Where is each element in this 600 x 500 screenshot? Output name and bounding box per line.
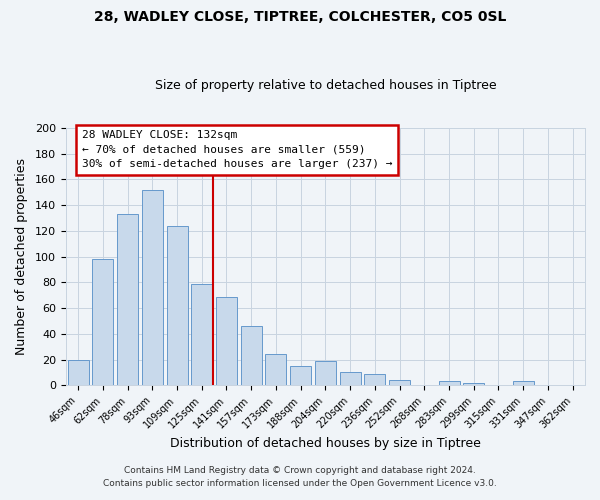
Bar	[68, 360, 89, 386]
Bar	[191, 284, 212, 386]
Bar	[340, 372, 361, 386]
Bar	[290, 366, 311, 386]
Bar	[463, 383, 484, 386]
Bar	[265, 354, 286, 386]
Bar	[167, 226, 188, 386]
Title: Size of property relative to detached houses in Tiptree: Size of property relative to detached ho…	[155, 79, 496, 92]
Bar	[364, 374, 385, 386]
Bar	[216, 296, 237, 386]
Bar	[389, 380, 410, 386]
X-axis label: Distribution of detached houses by size in Tiptree: Distribution of detached houses by size …	[170, 437, 481, 450]
Bar	[117, 214, 138, 386]
Bar	[241, 326, 262, 386]
Y-axis label: Number of detached properties: Number of detached properties	[15, 158, 28, 355]
Bar	[142, 190, 163, 386]
Text: Contains HM Land Registry data © Crown copyright and database right 2024.
Contai: Contains HM Land Registry data © Crown c…	[103, 466, 497, 487]
Bar	[439, 382, 460, 386]
Bar	[315, 361, 336, 386]
Bar	[92, 259, 113, 386]
Text: 28, WADLEY CLOSE, TIPTREE, COLCHESTER, CO5 0SL: 28, WADLEY CLOSE, TIPTREE, COLCHESTER, C…	[94, 10, 506, 24]
Text: 28 WADLEY CLOSE: 132sqm
← 70% of detached houses are smaller (559)
30% of semi-d: 28 WADLEY CLOSE: 132sqm ← 70% of detache…	[82, 130, 392, 170]
Bar	[512, 382, 533, 386]
